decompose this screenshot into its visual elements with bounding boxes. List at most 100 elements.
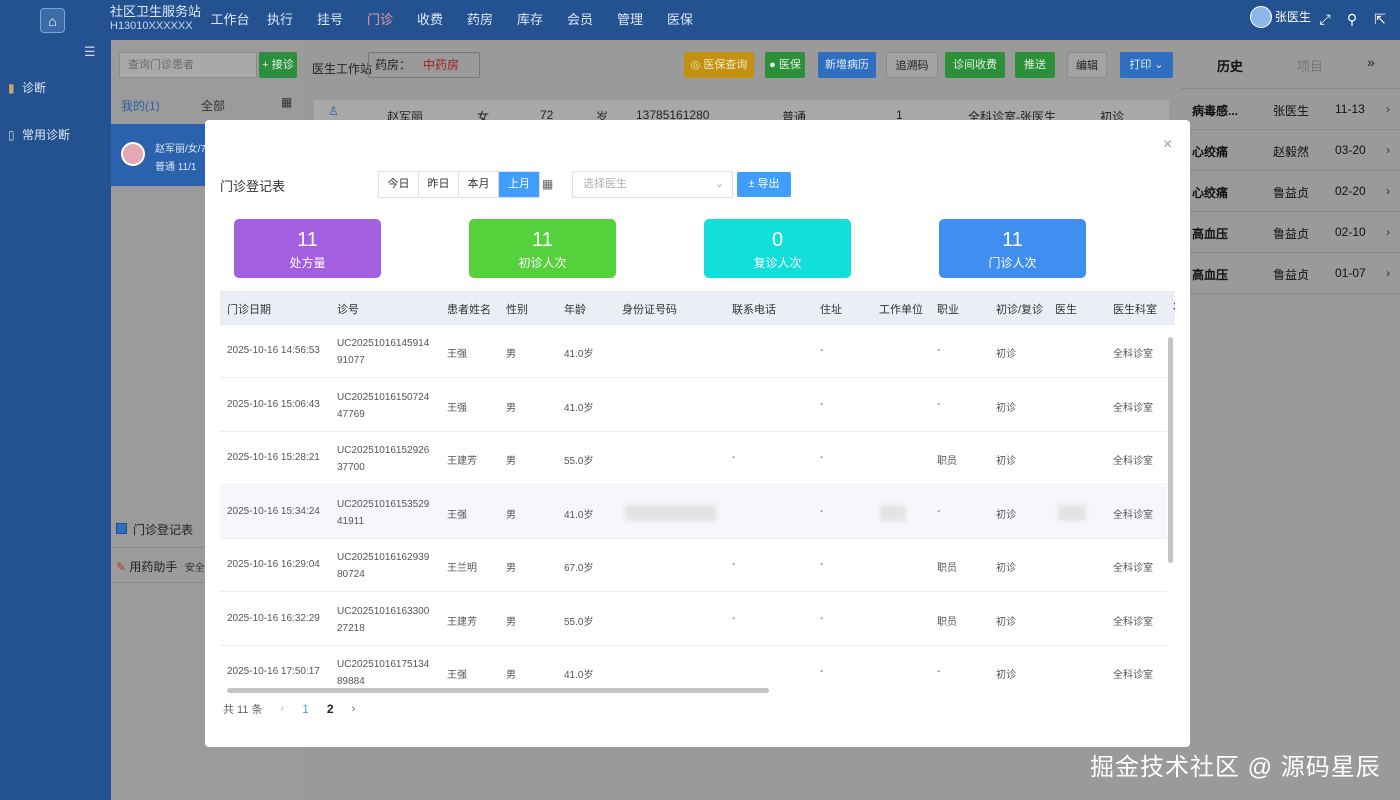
column-header[interactable]: 医生科室: [1113, 304, 1157, 316]
cell-name: 王强: [447, 402, 467, 414]
table-row[interactable]: 2025-10-16 17:50:17 UC2025101617513489884…: [220, 646, 1167, 686]
prev-page-icon[interactable]: ‹: [280, 703, 285, 715]
redacted-doctor: [1058, 505, 1086, 521]
nav-item[interactable]: 会员: [566, 12, 593, 27]
history-row[interactable]: 病毒感... 张医生 11-13 ›: [1181, 89, 1400, 130]
search-icon[interactable]: ⚲: [1346, 11, 1358, 27]
chevron-right-icon[interactable]: ›: [1386, 143, 1390, 157]
chevron-right-icon[interactable]: ›: [1386, 266, 1390, 280]
table-row[interactable]: 2025-10-16 15:06:43 UC2025101615072447769…: [220, 379, 1167, 432]
nav-item[interactable]: 库存: [516, 12, 543, 27]
toolbar-button[interactable]: 打印 ⌄: [1120, 52, 1173, 78]
tab-history[interactable]: 历史: [1217, 59, 1244, 74]
pagination: 共 11 条 ‹ 1 2 ›: [223, 701, 355, 717]
column-header[interactable]: 患者姓名: [447, 304, 491, 316]
tab-mine[interactable]: 我的(1): [121, 99, 160, 113]
cell-code: UC2025101615292637700: [337, 445, 430, 473]
column-header[interactable]: 性别: [506, 304, 528, 316]
history-row[interactable]: 心绞痛 赵毅然 03-20 ›: [1181, 130, 1400, 171]
nav-item[interactable]: 管理: [616, 12, 643, 27]
toolbar-button[interactable]: 编辑: [1067, 52, 1107, 78]
close-icon[interactable]: ×: [1163, 136, 1173, 153]
range-3[interactable]: 上月: [499, 172, 539, 197]
column-header[interactable]: 医生: [1055, 304, 1077, 316]
toolbar-button[interactable]: ● 医保: [765, 52, 805, 78]
column-header[interactable]: 工作单位: [879, 304, 923, 316]
sidebar-item-common-diagnosis[interactable]: ▯ 常用诊断: [8, 126, 70, 143]
column-header[interactable]: 联系电话: [732, 304, 776, 316]
cell-code: UC2025101616330027218: [337, 605, 430, 634]
column-header[interactable]: 门诊日期: [227, 304, 271, 316]
cell-name: 王建芳: [447, 456, 477, 467]
cell-addr: -: [820, 345, 824, 356]
cell-dept: 全科诊室: [1113, 670, 1153, 681]
toolbar-button[interactable]: 追溯码: [886, 52, 938, 78]
stat-card: 11 处方量: [234, 219, 381, 278]
history-row[interactable]: 心绞痛 鲁益贞 02-20 ›: [1181, 171, 1400, 212]
calendar-icon[interactable]: ▦: [542, 177, 554, 191]
page-2[interactable]: 2: [326, 702, 334, 716]
column-header[interactable]: 3: [1173, 301, 1175, 313]
vertical-scrollbar[interactable]: [1168, 337, 1173, 563]
medication-helper[interactable]: ✎ 用药助手 安全合: [116, 558, 215, 575]
doctor-select[interactable]: 选择医生 ⌄: [572, 171, 733, 198]
chevron-right-icon[interactable]: ›: [1386, 184, 1390, 198]
cell-visit: 初诊: [996, 349, 1016, 360]
nav-item[interactable]: 门诊: [366, 12, 393, 27]
nav-item[interactable]: 工作台: [210, 12, 250, 27]
history-row[interactable]: 高血压 鲁益贞 01-07 ›: [1181, 253, 1400, 294]
user-avatar[interactable]: [1250, 6, 1272, 28]
range-1[interactable]: 昨日: [419, 172, 459, 197]
tab-project[interactable]: 项目: [1297, 59, 1324, 74]
fullscreen-icon[interactable]: ⤢: [1319, 11, 1331, 27]
cell-phone: -: [732, 452, 736, 463]
export-button[interactable]: ± 导出: [737, 172, 791, 197]
patient-search-input[interactable]: 查询门诊患者: [119, 52, 257, 78]
history-row[interactable]: 高血压 鲁益贞 02-10 ›: [1181, 212, 1400, 253]
nav-item[interactable]: 执行: [266, 12, 293, 27]
column-header[interactable]: 身份证号码: [622, 304, 677, 316]
register-label[interactable]: 门诊登记表: [133, 523, 194, 537]
divider: [1181, 88, 1400, 89]
pharmacy-select[interactable]: 药房： 中药房: [368, 52, 480, 78]
column-header[interactable]: 职业: [937, 304, 959, 316]
nav-item[interactable]: 药房: [466, 12, 493, 27]
chevron-right-icon[interactable]: ›: [1386, 225, 1390, 239]
table-row[interactable]: 2025-10-16 16:32:29 UC2025101616330027218…: [220, 593, 1167, 646]
toolbar-button[interactable]: 新增病历: [818, 52, 876, 78]
cell-date: 2025-10-16 14:56:53: [227, 345, 320, 356]
cell-addr: -: [820, 559, 824, 570]
user-name[interactable]: 张医生: [1275, 10, 1312, 24]
horizontal-scrollbar[interactable]: [227, 688, 769, 693]
toolbar-button[interactable]: 推送: [1015, 52, 1055, 78]
range-2[interactable]: 本月: [459, 172, 499, 197]
range-0[interactable]: 今日: [379, 172, 419, 197]
next-page-icon[interactable]: ›: [351, 703, 356, 715]
chevron-right-icon[interactable]: ›: [1386, 102, 1390, 116]
receive-patient-button[interactable]: + 接诊: [259, 52, 297, 78]
toolbar-button[interactable]: 诊间收费: [945, 52, 1005, 78]
tab-all[interactable]: 全部: [201, 99, 226, 113]
table-row[interactable]: 2025-10-16 16:29:04 UC2025101616293980724…: [220, 539, 1167, 592]
table-row[interactable]: 2025-10-16 14:56:53 UC2025101614591491077…: [220, 325, 1167, 378]
sidebar-item-diagnosis[interactable]: ▮ 诊断: [8, 79, 46, 96]
history-date: 02-10: [1335, 225, 1366, 239]
nav-item[interactable]: 挂号: [316, 12, 343, 27]
column-header[interactable]: 初诊/复诊: [996, 304, 1044, 316]
nav-item[interactable]: 收费: [416, 12, 443, 27]
column-header[interactable]: 诊号: [337, 304, 359, 316]
calendar-icon[interactable]: ▦: [281, 95, 293, 109]
column-header[interactable]: 年龄: [564, 304, 586, 316]
menu-toggle-icon[interactable]: ☰: [84, 44, 96, 59]
cell-gender: 男: [506, 616, 516, 628]
register-checkbox[interactable]: [116, 523, 127, 534]
nav-item[interactable]: 医保: [666, 12, 693, 27]
total-count: 共 11 条: [223, 704, 263, 716]
table-row[interactable]: 2025-10-16 15:28:21 UC2025101615292637700…: [220, 432, 1167, 485]
stat-card: 0 复诊人次: [704, 219, 851, 278]
page-1[interactable]: 1: [302, 702, 309, 716]
logout-icon[interactable]: ⇱: [1374, 11, 1386, 27]
expand-icon[interactable]: »: [1367, 54, 1375, 70]
toolbar-button[interactable]: ◎ 医保查询: [684, 52, 754, 78]
column-header[interactable]: 住址: [820, 304, 842, 316]
